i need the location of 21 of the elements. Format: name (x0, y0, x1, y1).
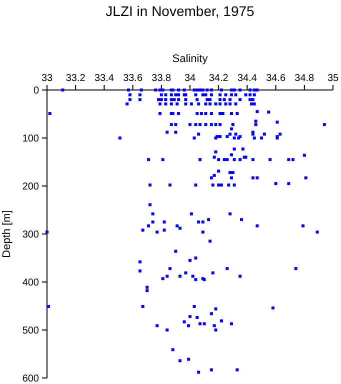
x-tick-label: 34 (184, 73, 196, 84)
x-axis-title: Salinity (172, 53, 208, 65)
y-tick-label: 400 (22, 278, 40, 288)
x-tick-label: 34.8 (294, 73, 315, 84)
y-tick-label: 0 (33, 86, 40, 96)
x-tick-label: 34.4 (237, 73, 258, 84)
x-tick-label: 35 (327, 73, 339, 84)
x-tick-label: 33.2 (66, 73, 86, 84)
y-tick-label: 300 (22, 230, 40, 240)
y-tick-label: 600 (22, 374, 40, 384)
x-tick-label: 33 (41, 73, 53, 84)
x-tick-label: 34.2 (208, 73, 229, 84)
x-tick-label: 33.8 (152, 73, 172, 84)
y-tick-label: 500 (22, 326, 40, 336)
y-tick-label: 100 (22, 134, 40, 144)
x-tick-label: 33.6 (123, 73, 143, 84)
x-tick-label: 34.6 (266, 73, 286, 84)
chart-title: JLZI in November, 1975 (106, 3, 255, 19)
y-axis-title: Depth [m] (1, 210, 13, 258)
y-tick-label: 200 (22, 182, 40, 192)
x-tick-label: 33.4 (94, 73, 114, 84)
